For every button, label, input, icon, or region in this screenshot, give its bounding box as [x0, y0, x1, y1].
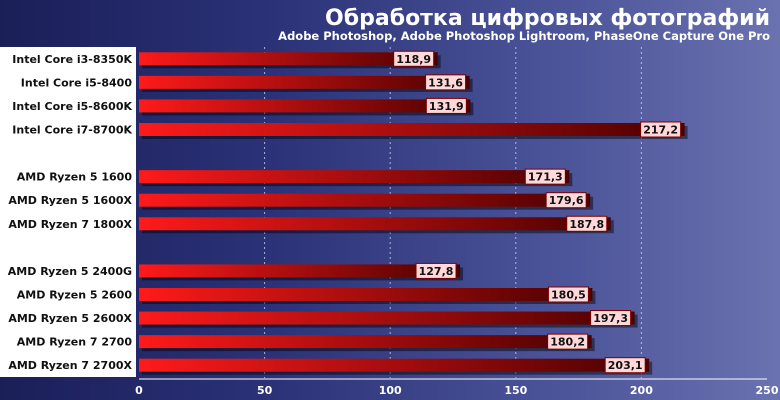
x-tick-label: 50	[257, 384, 273, 397]
grid-lines	[264, 47, 642, 378]
value-labels: 118,9 131,6 131,9 217,2 171,3 179,6 187,8 127,8…	[393, 50, 682, 374]
bar	[139, 170, 570, 184]
bar	[139, 217, 611, 231]
category-label: Intel Core i7-8700K	[12, 123, 132, 136]
category-label: AMD Ryzen 5 2600X	[8, 312, 132, 325]
value-label: 127,8	[419, 265, 454, 278]
value-label-box	[425, 97, 467, 114]
x-axis-ticks: 0 50 100 150 200 250	[135, 378, 779, 397]
bar	[139, 335, 592, 349]
x-tick-label: 0	[135, 384, 143, 397]
value-label: 180,5	[551, 288, 586, 301]
category-panel	[0, 47, 136, 377]
category-label: Intel Core i3-8350K	[12, 53, 132, 66]
value-label: 187,8	[569, 218, 604, 231]
value-label-box	[547, 333, 589, 350]
category-label: AMD Ryzen 5 2600	[17, 288, 133, 301]
value-label: 171,3	[528, 171, 563, 184]
category-labels: Intel Core i3-8350K Intel Core i5-8400 Int…	[8, 53, 133, 372]
x-tick-label: 250	[756, 384, 779, 397]
value-label-box	[545, 192, 587, 209]
value-label-box	[640, 121, 682, 138]
category-label: AMD Ryzen 7 2700	[17, 336, 133, 349]
bar	[139, 75, 470, 89]
value-label-box	[566, 215, 608, 232]
bar	[139, 52, 438, 66]
bar	[139, 287, 593, 301]
value-label-box	[604, 357, 646, 374]
value-label: 131,6	[428, 76, 463, 89]
value-label-box	[547, 286, 589, 303]
category-label: AMD Ryzen 7 2700X	[8, 359, 132, 372]
value-label-box	[590, 310, 632, 327]
x-tick-label: 100	[379, 384, 402, 397]
category-label: AMD Ryzen 7 1800X	[8, 218, 132, 231]
bar	[139, 193, 591, 207]
x-tick-label: 150	[504, 384, 527, 397]
chart-title: Обработка цифровых фотографий	[325, 6, 770, 31]
bar	[139, 264, 461, 278]
category-label: AMD Ryzen 5 2400G	[8, 265, 132, 278]
value-label: 118,9	[396, 53, 431, 66]
bar	[139, 99, 471, 113]
value-label: 180,2	[550, 336, 585, 349]
bars	[139, 52, 688, 375]
category-label: Intel Core i5-8600K	[12, 100, 132, 113]
bar	[139, 358, 650, 372]
bar	[139, 122, 685, 136]
category-label: Intel Core i5-8400	[21, 76, 133, 89]
value-label: 217,2	[643, 123, 678, 136]
x-tick-label: 200	[630, 384, 653, 397]
value-label-box	[393, 50, 435, 67]
value-label: 197,3	[593, 312, 628, 325]
value-label: 203,1	[608, 359, 643, 372]
value-label: 179,6	[549, 194, 584, 207]
category-label: AMD Ryzen 5 1600	[17, 171, 133, 184]
value-label-box	[524, 168, 566, 185]
category-label: AMD Ryzen 5 1600X	[8, 194, 132, 207]
bar	[139, 311, 635, 325]
value-label-box	[425, 74, 467, 91]
value-label-box	[415, 262, 457, 279]
chart-subtitle: Adobe Photoshop, Adobe Photoshop Lightro…	[278, 29, 770, 43]
value-label: 131,9	[429, 100, 464, 113]
